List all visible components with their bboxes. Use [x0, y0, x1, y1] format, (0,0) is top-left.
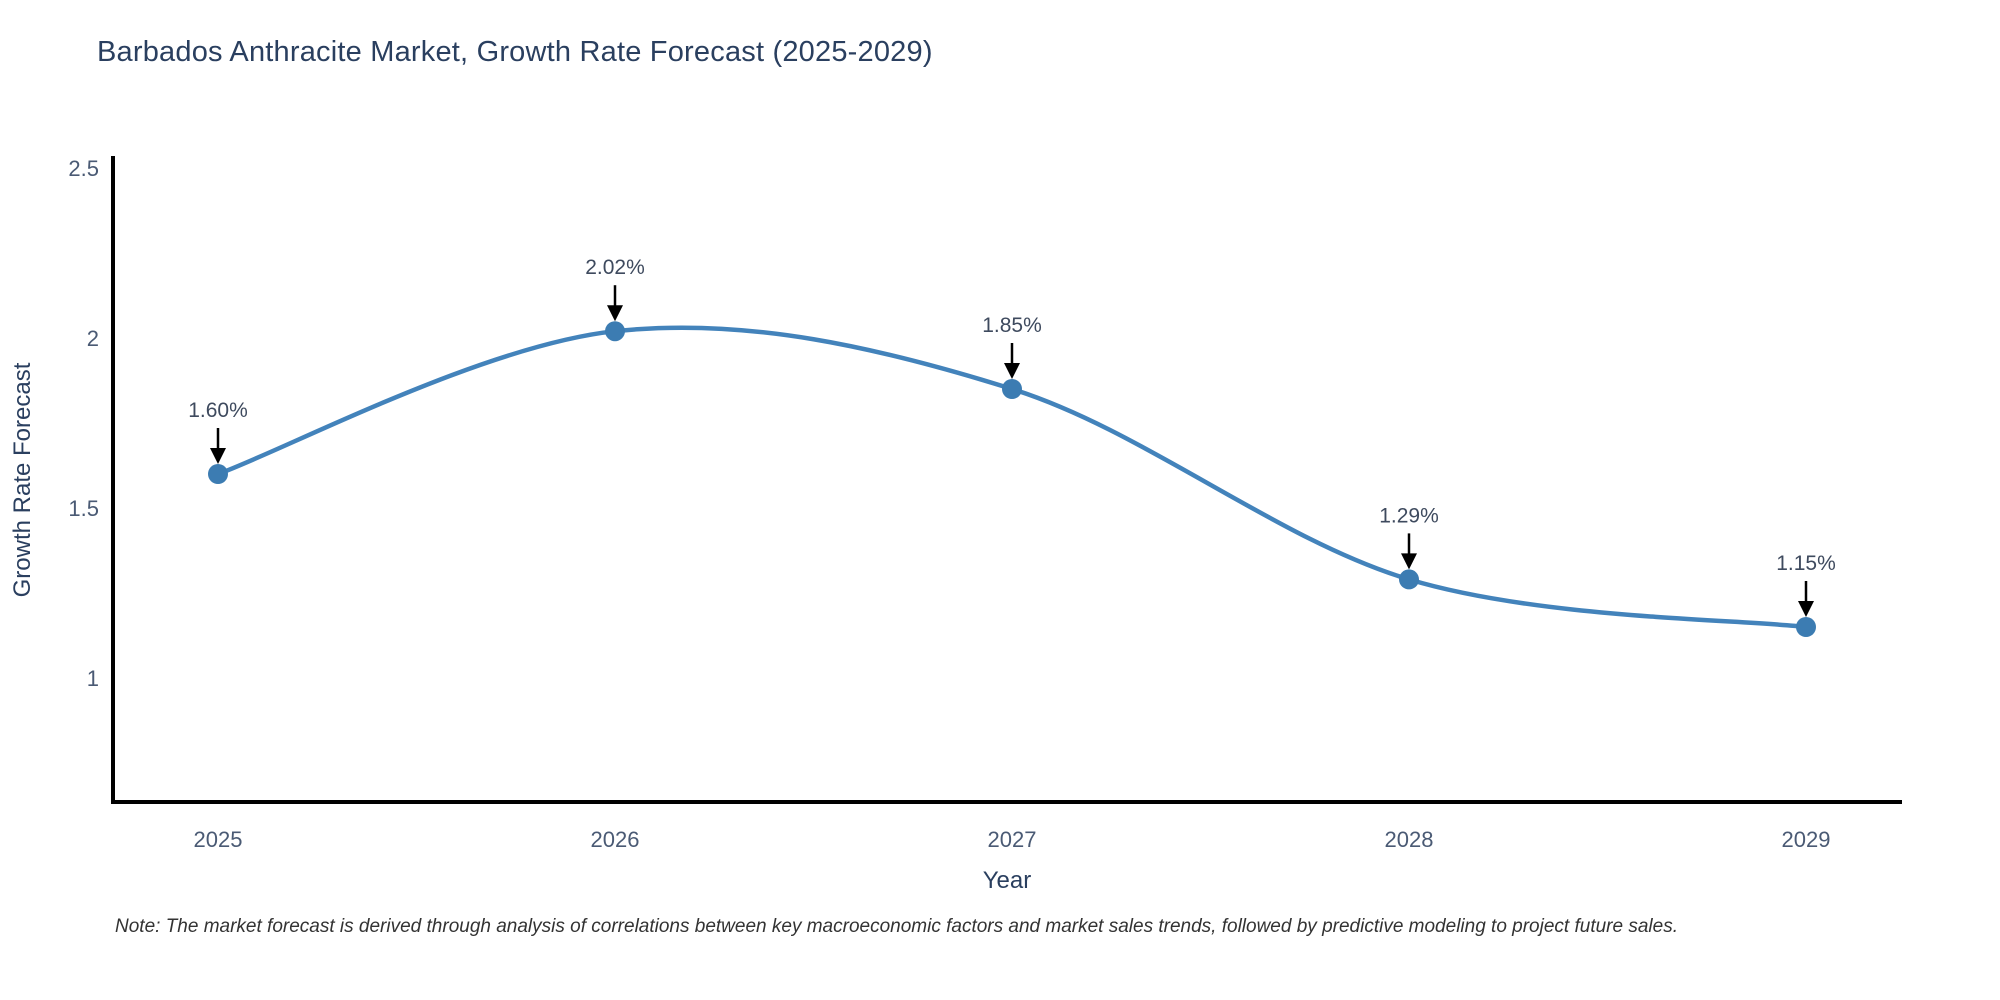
data-point-marker-2025: [208, 464, 228, 484]
annotation-label: 1.29%: [1379, 504, 1439, 527]
data-point-marker-2029: [1796, 617, 1816, 637]
axis-lines: [111, 156, 1902, 804]
chart-title: Barbados Anthracite Market, Growth Rate …: [97, 36, 933, 68]
annotation-arrowhead: [1798, 601, 1814, 617]
y-tick-label: 2: [87, 326, 99, 351]
y-tick-label: 2.5: [68, 156, 99, 181]
annotation-label: 1.15%: [1776, 552, 1836, 575]
x-tick-label: 2026: [591, 827, 640, 852]
annotation-arrowhead: [210, 448, 226, 464]
y-tick-label: 1: [87, 666, 99, 691]
annotation-arrowhead: [1401, 553, 1417, 570]
annotation-label: 1.85%: [982, 314, 1042, 337]
x-tick-label: 2027: [988, 827, 1037, 852]
annotation-arrowhead: [607, 305, 623, 322]
x-tick-label: 2025: [194, 827, 243, 852]
annotation-label: 2.02%: [585, 256, 645, 279]
data-point-marker-2028: [1399, 569, 1419, 590]
footnote: Note: The market forecast is derived thr…: [115, 916, 1678, 937]
y-axis-title: Growth Rate Forecast: [9, 362, 36, 597]
data-point-marker-2027: [1002, 379, 1022, 399]
data-point-marker-2026: [605, 321, 625, 342]
annotation-label: 1.60%: [188, 399, 248, 422]
annotation-arrowhead: [1004, 363, 1020, 379]
x-axis-title: Year: [983, 867, 1032, 894]
x-tick-label: 2029: [1782, 827, 1831, 852]
y-tick-label: 1.5: [68, 496, 99, 521]
x-tick-label: 2028: [1385, 827, 1434, 852]
